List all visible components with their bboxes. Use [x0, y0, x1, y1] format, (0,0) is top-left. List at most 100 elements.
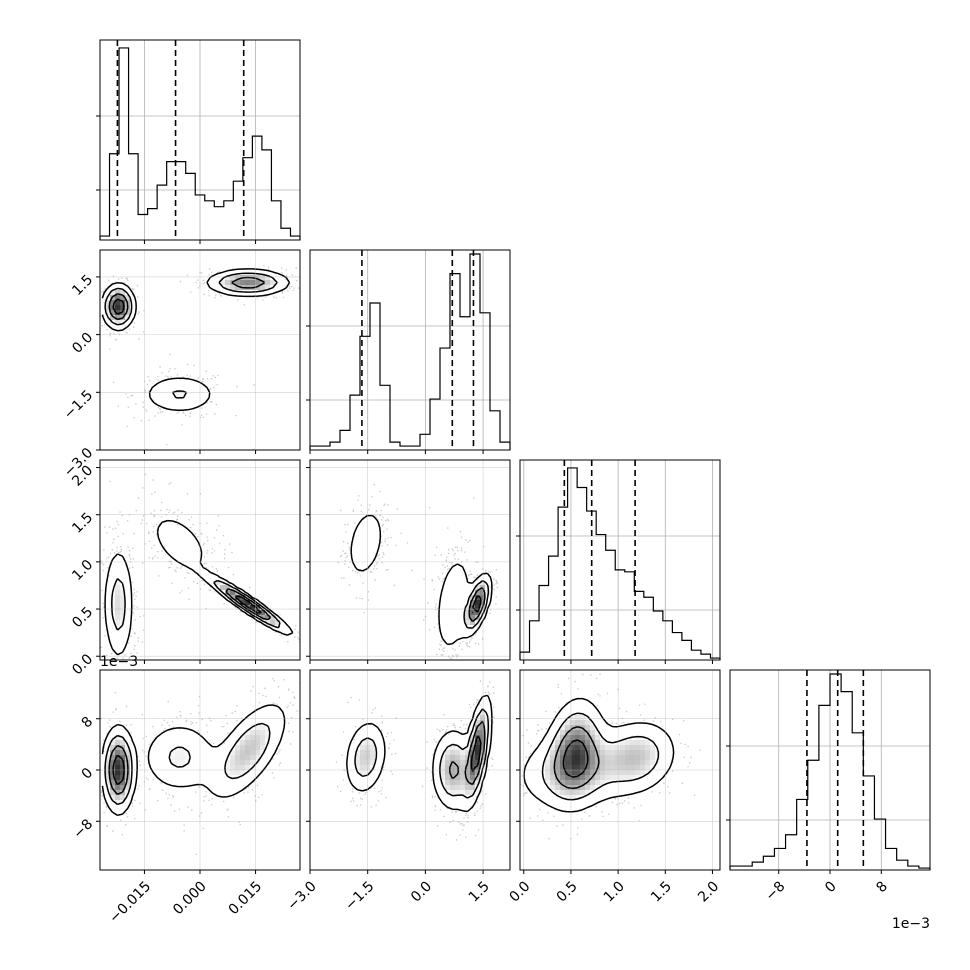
- panel-3-1-cell: [460, 780, 466, 786]
- panel-3-2-cell: [645, 735, 651, 741]
- panel-2-1-cell: [485, 580, 491, 586]
- panel-3-1-cell: [470, 720, 476, 726]
- panel-3-1-cell: [440, 745, 446, 751]
- panel-1-0-cell: [235, 280, 241, 286]
- panel-3-0-cell: [130, 785, 136, 791]
- panel-3-2-cell: [625, 780, 631, 786]
- panel-3-1-cell: [435, 780, 441, 786]
- panel-1-0-cell: [100, 305, 106, 311]
- panel-3-2-cell: [565, 740, 571, 746]
- panel-3-0-cell: [220, 750, 226, 756]
- panel-3-1-cell: [350, 755, 356, 761]
- panel-3-2-cell: [570, 715, 576, 721]
- panel-1-0-cell: [200, 400, 206, 406]
- panel-3-0-cell: [245, 740, 251, 746]
- panel-1-0-cell: [165, 395, 171, 401]
- panel-2-1-cell: [485, 600, 491, 606]
- panel-3-1-cell: [445, 800, 451, 806]
- panel-1-0-cell: [175, 380, 181, 386]
- panel-3-0-cell: [195, 735, 201, 741]
- panel-2-0-cell: [190, 540, 196, 546]
- panel-3-2-cell: [575, 765, 581, 771]
- panel-2-0-cell: [195, 570, 201, 576]
- panel-3-2-cell: [580, 705, 586, 711]
- panel-3-2-cell: [650, 735, 656, 741]
- panel-3-0-cell: [270, 715, 276, 721]
- panel-3-1-cell: [450, 760, 456, 766]
- panel-2-1-cell: [360, 530, 366, 536]
- panel-2-0-cell: [110, 635, 116, 641]
- panel-3-1-cell: [450, 750, 456, 756]
- panel-2-1-cell: [475, 600, 481, 606]
- panel-3-1-cell: [460, 800, 466, 806]
- panel-3-2-cell: [540, 740, 546, 746]
- panel-3-2-cell: [550, 800, 556, 806]
- panel-3-1-cell: [445, 775, 451, 781]
- panel-3-2-cell: [665, 765, 671, 771]
- panel-2-0-cell: [110, 600, 116, 606]
- panel-3-0-cell: [190, 740, 196, 746]
- panel-3-1-cell: [480, 735, 486, 741]
- panel-2-1-cell: [445, 625, 451, 631]
- y-tick-label-param3-0: −8: [70, 816, 96, 842]
- panel-2-0-cell: [275, 620, 281, 626]
- panel-2-0-cell: [115, 565, 121, 571]
- panel-3-1-cell: [380, 755, 386, 761]
- panel-3-0-cell: [265, 725, 271, 731]
- y-tick-label-param3-1: 0: [79, 765, 97, 783]
- panel-3-0-cell: [225, 765, 231, 771]
- panel-3-1-cell: [445, 755, 451, 761]
- panel-3-2-cell: [655, 760, 661, 766]
- panel-1-0-cell: [230, 275, 236, 281]
- panel-1-0-cell: [260, 290, 266, 296]
- panel-3-2-cell: [525, 775, 531, 781]
- panel-3-1-cell: [435, 785, 441, 791]
- panel-3-2-cell: [565, 775, 571, 781]
- panel-3-0-cell: [120, 725, 126, 731]
- panel-3-0-cell: [115, 805, 121, 811]
- panel-3-0-cell: [110, 800, 116, 806]
- panel-3-0-cell: [190, 735, 196, 741]
- panel-2-0-cell: [265, 610, 271, 616]
- panel-3-1-cell: [360, 730, 366, 736]
- panel-3-2-cell: [590, 760, 596, 766]
- panel-3-0-cell: [240, 730, 246, 736]
- panel-3-2-cell: [575, 760, 581, 766]
- panel-1-0-cell: [190, 405, 196, 411]
- panel-3-2-cell: [545, 795, 551, 801]
- panel-3-1-cell: [485, 750, 491, 756]
- panel-3-2-cell: [645, 775, 651, 781]
- panel-3-2-cell: [560, 805, 566, 811]
- panel-3-2-cell: [530, 780, 536, 786]
- panel-3-2-cell: [620, 740, 626, 746]
- panel-3-2-cell: [615, 740, 621, 746]
- panel-3-0-cell: [120, 730, 126, 736]
- panel-3-2-cell: [580, 760, 586, 766]
- panel-3-1-cell: [355, 765, 361, 771]
- panel-3-0-cell: [125, 800, 131, 806]
- panel-3-2-cell: [530, 760, 536, 766]
- panel-3-2-cell: [645, 780, 651, 786]
- panel-1-0-cell: [260, 275, 266, 281]
- panel-3-1-cell: [375, 765, 381, 771]
- panel-3-2-cell: [630, 770, 636, 776]
- panel-3-1-cell: [460, 805, 466, 811]
- panel-1-0-cell: [170, 395, 176, 401]
- panel-3-2-cell: [590, 780, 596, 786]
- panel-3-0-cell: [240, 785, 246, 791]
- panel-3-2-cell: [595, 725, 601, 731]
- panel-3-2-cell: [600, 780, 606, 786]
- panel-3-1-cell: [370, 775, 376, 781]
- panel-3-0-cell: [210, 785, 216, 791]
- panel-1-0-cell: [180, 385, 186, 391]
- labels-layer: −0.015 0.000 0.015 −3.0 −1.5 0.0 1.5 0.0 0.5 1.0 1…: [61, 272, 930, 932]
- panel-3-2-cell: [625, 725, 631, 731]
- panel-2-1-cell: [370, 525, 376, 531]
- panel-3-0-cell: [225, 775, 231, 781]
- panel-3-2-cell: [550, 750, 556, 756]
- panel-2-0-cell: [170, 520, 176, 526]
- panel-3-0-cell: [160, 775, 166, 781]
- panel-3-2-cell: [580, 745, 586, 751]
- panel-3-2-cell: [635, 735, 641, 741]
- panel-3-0-cell: [150, 765, 156, 771]
